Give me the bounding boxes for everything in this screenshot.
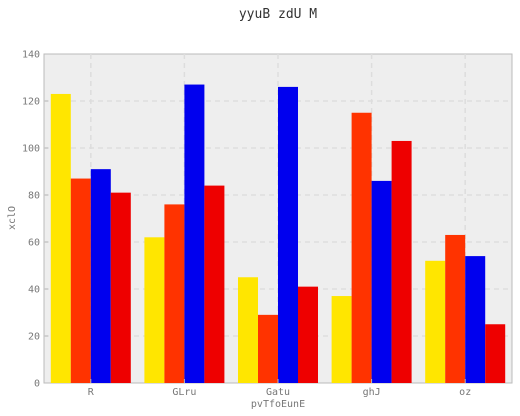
bar bbox=[298, 287, 318, 383]
bar bbox=[465, 256, 485, 383]
bar bbox=[445, 235, 465, 383]
y-tick-label: 0 bbox=[34, 379, 40, 390]
y-tick-label: 40 bbox=[28, 285, 40, 296]
bar bbox=[184, 85, 204, 383]
bar bbox=[164, 204, 184, 383]
bar bbox=[258, 315, 278, 383]
y-tick-label: 140 bbox=[22, 50, 40, 61]
y-tick-label: 20 bbox=[28, 332, 40, 343]
bar bbox=[144, 237, 164, 383]
x-tick-label: R bbox=[88, 387, 95, 398]
y-axis-label: xclO bbox=[7, 206, 18, 230]
bar bbox=[111, 193, 131, 383]
chart-title: yyuB zdU M bbox=[239, 7, 317, 22]
bar bbox=[352, 113, 372, 383]
x-tick-label: ghJ bbox=[363, 387, 381, 398]
bar bbox=[71, 179, 91, 383]
x-tick-label: Gatu bbox=[266, 387, 290, 398]
y-tick-label: 60 bbox=[28, 238, 40, 249]
bar bbox=[425, 261, 445, 383]
y-tick-label: 120 bbox=[22, 97, 40, 108]
bar bbox=[332, 296, 352, 383]
bar bbox=[485, 324, 505, 383]
bar bbox=[204, 186, 224, 383]
bar bbox=[51, 94, 71, 383]
x-axis-label: pvTfoEunE bbox=[251, 399, 305, 410]
bar bbox=[372, 181, 392, 383]
x-tick-label: oz bbox=[459, 387, 471, 398]
y-tick-label: 80 bbox=[28, 191, 40, 202]
x-tick-label: GLru bbox=[172, 387, 196, 398]
bar bbox=[91, 169, 111, 383]
bar bbox=[238, 277, 258, 383]
y-tick-label: 100 bbox=[22, 144, 40, 155]
bar bbox=[392, 141, 412, 383]
bar bbox=[278, 87, 298, 383]
